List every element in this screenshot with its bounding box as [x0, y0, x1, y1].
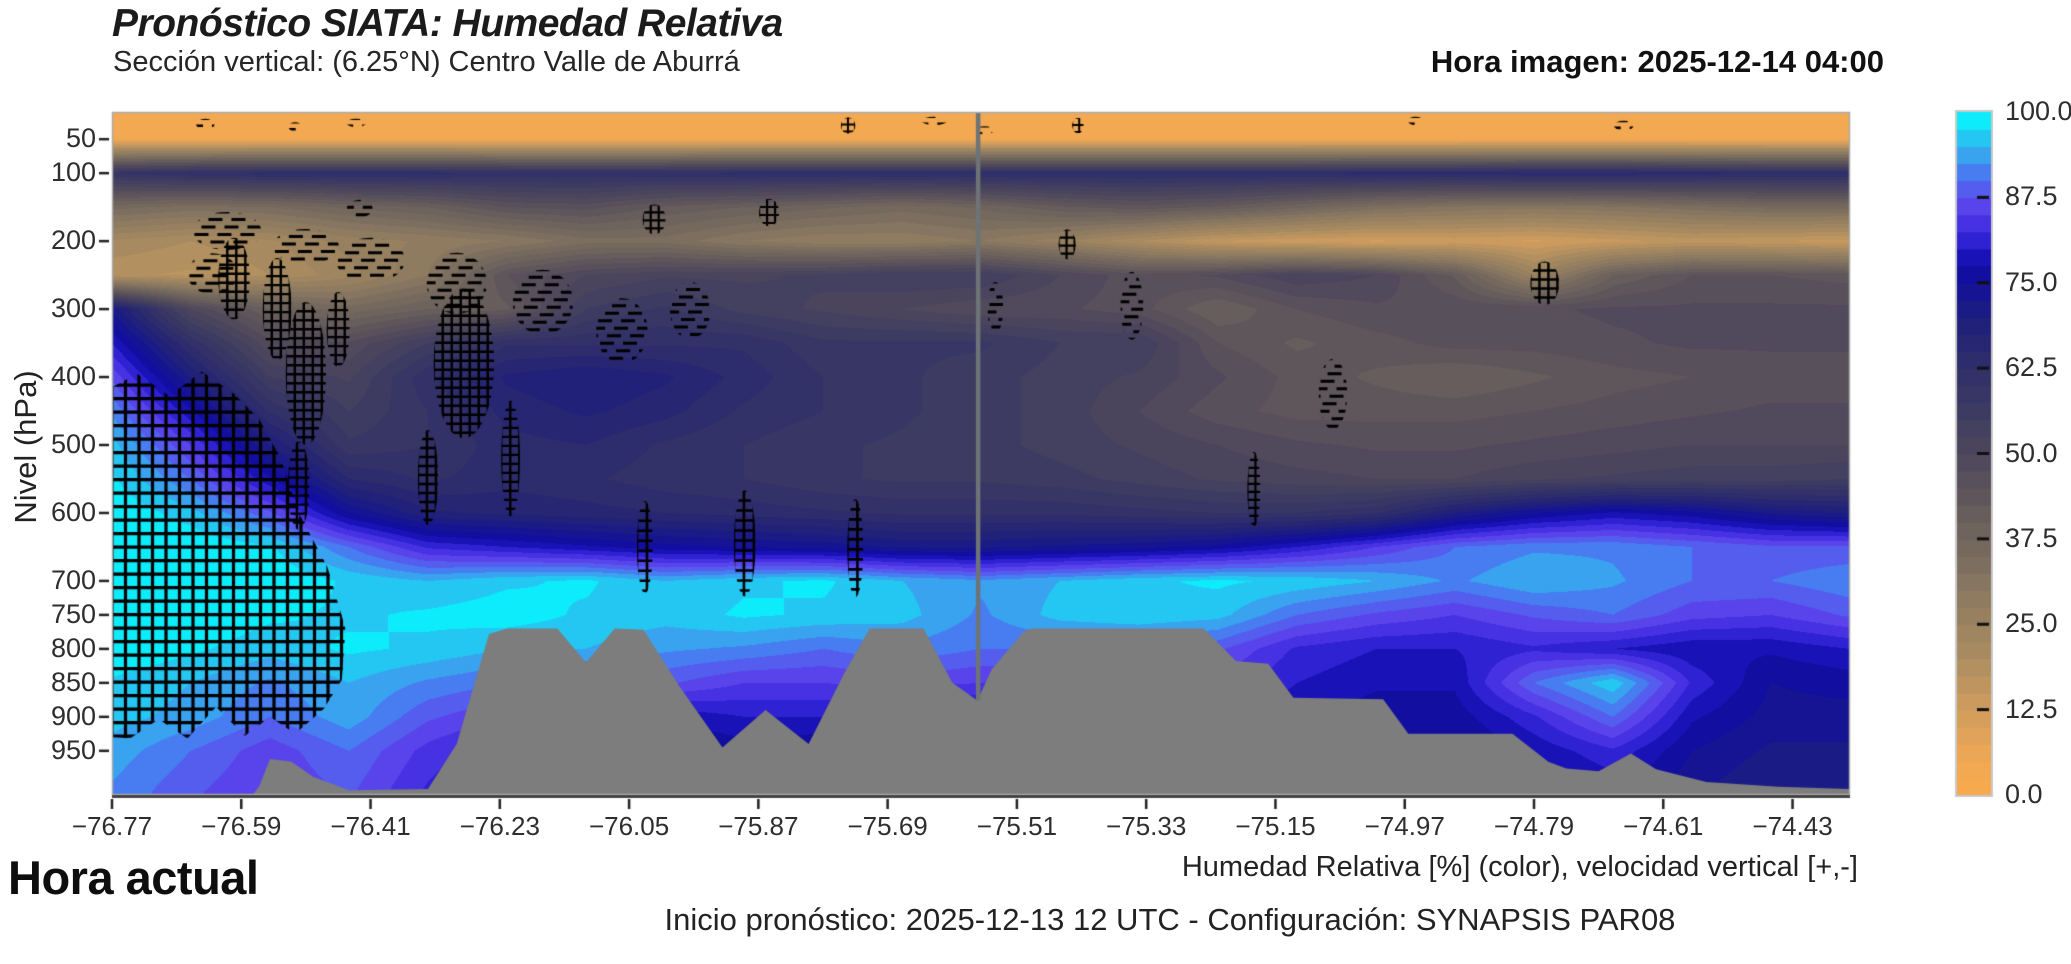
- page-title: Pronóstico SIATA: Humedad Relativa: [112, 2, 783, 45]
- section-subtitle: Sección vertical: (6.25°N) Centro Valle …: [113, 46, 740, 78]
- colorbar-tick-label: 75.0: [2005, 266, 2058, 297]
- y-tick-label: 900: [50, 700, 96, 731]
- x-tick-label: −76.23: [459, 811, 540, 841]
- colorbar-tick-label: 50.0: [2005, 437, 2058, 468]
- x-tick-label: −74.61: [1623, 811, 1704, 841]
- x-tick-label: −74.79: [1493, 811, 1575, 841]
- y-tick-label: 50: [65, 123, 96, 154]
- x-tick-label: −76.77: [71, 811, 153, 841]
- current-time-label: Hora actual: [8, 851, 259, 904]
- x-tick-label: −74.97: [1364, 811, 1445, 841]
- y-tick-label: 700: [50, 564, 96, 595]
- y-tick-label: 100: [50, 157, 96, 188]
- colorbar-tick-label: 37.5: [2005, 522, 2058, 553]
- y-tick-label: 200: [50, 225, 96, 256]
- colorbar-tick-label: 87.5: [2005, 181, 2058, 212]
- x-tick-label: −76.05: [588, 811, 670, 841]
- x-tick-label: −76.41: [330, 811, 411, 841]
- colorbar-tick-label: 12.5: [2005, 693, 2058, 724]
- x-axis-title: Humedad Relativa [%] (color), velocidad …: [1181, 851, 1858, 883]
- colorbar-tick-label: 62.5: [2005, 352, 2058, 383]
- colorbar-tick-label: 25.0: [2005, 608, 2058, 639]
- x-tick-label: −75.15: [1235, 811, 1316, 841]
- x-tick-label: −76.59: [201, 811, 282, 841]
- x-tick-label: −75.69: [847, 811, 928, 841]
- y-tick-label: 600: [50, 496, 96, 527]
- y-tick-label: 750: [50, 598, 96, 629]
- image-time-label: Hora imagen: 2025-12-14 04:00: [1430, 44, 1884, 79]
- x-tick-label: −75.87: [718, 811, 799, 841]
- colorbar-tick-label: 100.0: [2005, 96, 2071, 126]
- y-tick-label: 400: [50, 361, 96, 392]
- x-tick-label: −75.33: [1106, 811, 1187, 841]
- y-tick-label: 800: [50, 632, 96, 663]
- y-tick-label: 850: [50, 666, 96, 697]
- forecast-init-label: Inicio pronóstico: 2025-12-13 12 UTC - C…: [664, 902, 1676, 937]
- x-tick-label: −75.51: [976, 811, 1058, 841]
- y-tick-label: 300: [50, 293, 96, 324]
- x-tick-label: −74.43: [1752, 811, 1833, 841]
- y-tick-label: 950: [50, 734, 96, 765]
- y-tick-label: 500: [50, 429, 96, 459]
- colorbar-tick-label: 0.0: [2005, 779, 2043, 809]
